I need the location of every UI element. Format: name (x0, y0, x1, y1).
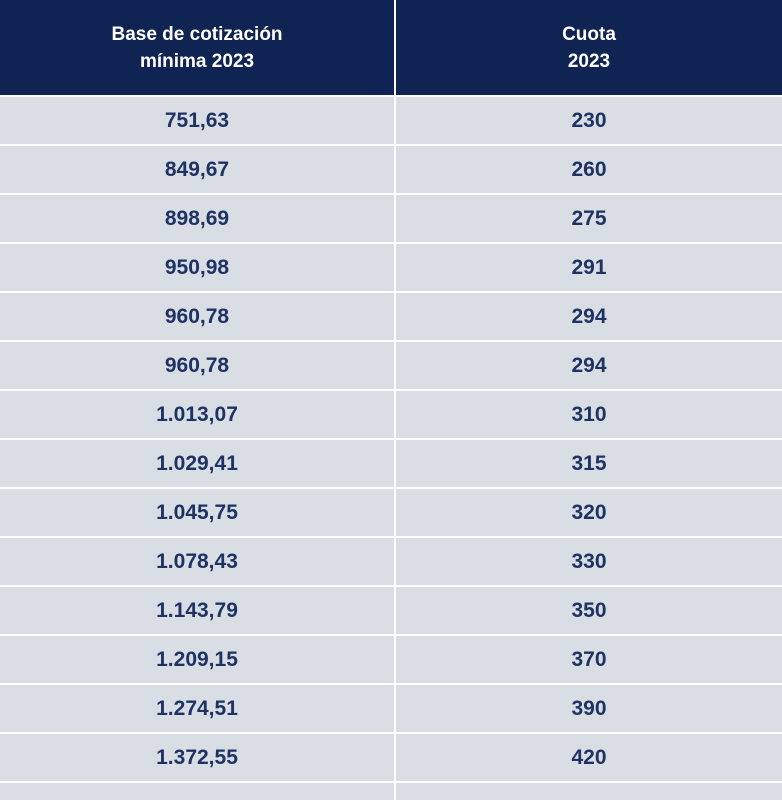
cuota-cell: 275 (394, 195, 782, 242)
table-row: 849,67 260 (0, 146, 782, 193)
header-base-cotizacion: Base de cotización mínima 2023 (111, 23, 283, 72)
base-cotizacion-cell: 960,78 (164, 304, 230, 328)
table-row: 898,69 275 (0, 195, 782, 242)
cuota-cell: 330 (394, 538, 782, 585)
cuota-cell: 294 (394, 293, 782, 340)
table-row: 1.045,75 320 (0, 489, 782, 536)
base-cotizacion-cell: 1.078,43 (156, 549, 238, 573)
cuota-cell (394, 783, 782, 800)
base-cotizacion-cell: 1.045,75 (156, 500, 238, 524)
table-row: 1.274,51 390 (0, 685, 782, 732)
base-cotizacion-cell: 950,98 (164, 255, 230, 279)
table-header: Base de cotización mínima 2023 Cuota 202… (0, 0, 782, 95)
base-cotizacion-cell (0, 783, 394, 800)
table-row: 960,78 294 (0, 342, 782, 389)
table-row: 1.029,41 315 (0, 440, 782, 487)
base-cotizacion-cell: 1.029,41 (156, 451, 238, 475)
cuota-cell: 370 (394, 636, 782, 683)
base-cotizacion-cell: 751,63 (164, 108, 230, 132)
table-row: 751,63 230 (0, 97, 782, 144)
cuota-cell: 230 (394, 97, 782, 144)
table-body: 751,63 230 849,67 260 898,69 275 950,98 291 960,… (0, 97, 782, 800)
base-cotizacion-cell: 1.372,55 (156, 745, 238, 769)
base-cotizacion-cell: 1.013,07 (156, 402, 238, 426)
table-row: 1.078,43 330 (0, 538, 782, 585)
base-cotizacion-cell: 1.274,51 (156, 696, 238, 720)
cuota-cell: 260 (394, 146, 782, 193)
cuota-cell: 315 (394, 440, 782, 487)
table-row: 1.013,07 310 (0, 391, 782, 438)
table-row: 960,78 294 (0, 293, 782, 340)
table-row: 1.143,79 350 (0, 587, 782, 634)
base-cotizacion-cell: 1.209,15 (156, 647, 238, 671)
cuota-cell: 291 (394, 244, 782, 291)
base-cotizacion-cell: 849,67 (164, 157, 230, 181)
table-row: 1.372,55 420 (0, 734, 782, 781)
header-cuota: Cuota 2023 (394, 0, 782, 95)
cuota-cell: 320 (394, 489, 782, 536)
cuota-cell: 294 (394, 342, 782, 389)
base-cotizacion-cell: 898,69 (164, 206, 230, 230)
cuota-cell: 420 (394, 734, 782, 781)
cuota-cell: 390 (394, 685, 782, 732)
cuota-cell: 310 (394, 391, 782, 438)
table-row (0, 783, 782, 800)
cuota-cell: 350 (394, 587, 782, 634)
table-row: 950,98 291 (0, 244, 782, 291)
base-cotizacion-cell: 960,78 (164, 353, 230, 377)
base-cotizacion-cell: 1.143,79 (156, 598, 238, 622)
table-row: 1.209,15 370 (0, 636, 782, 683)
